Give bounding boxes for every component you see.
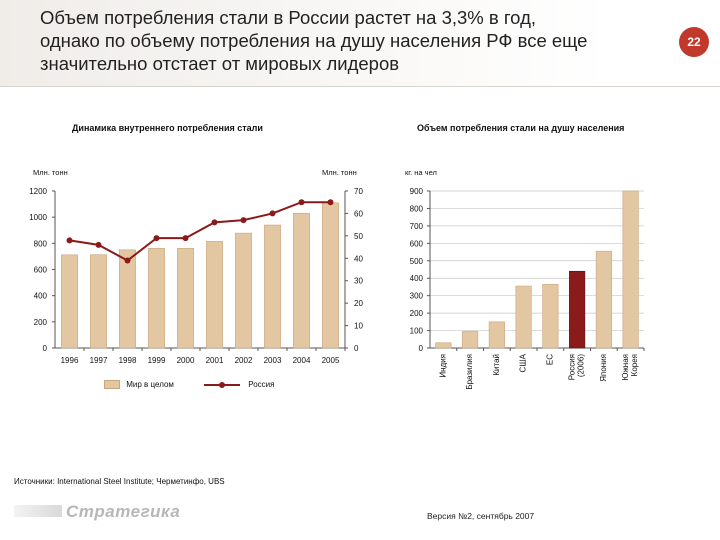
legend-russia: Россия [204,380,274,389]
left-chart-y-left-tick-label: 200 [34,318,48,327]
logo-mark [14,505,62,517]
right-chart-x-tick-label: США [519,353,528,372]
right-chart-x-tick-label: Бразилия [465,354,474,390]
world-consumption-bar [293,212,310,349]
legend-russia-label: Россия [248,380,275,390]
left-chart-y-right-label: Млн. тонн [322,168,357,177]
left-chart-y-right-tick-label: 20 [354,299,363,308]
slide-title-line-2: однако по объему потребления на душу нас… [40,30,588,51]
left-chart-title: Динамика внутреннего потребления стали [72,123,263,133]
right-chart-x-tick-label: Индия [438,354,447,378]
left-chart-y-right-tick-label: 40 [354,254,363,263]
logo-text: Стратегика [66,502,181,521]
left-chart-y-right-tick-label: 60 [354,209,363,218]
world-consumption-bar [90,254,107,349]
world-consumption-bar [119,249,136,349]
left-chart-x-tick-label: 2003 [264,356,282,365]
per-capita-bar [542,284,559,349]
per-capita-bar [435,342,452,349]
russia-consumption-line [69,201,331,262]
left-chart-y-right-tick-label: 70 [354,187,363,196]
version-note: Версия №2, сентябрь 2007 [427,511,535,521]
world-consumption-bar [264,224,281,349]
left-chart-x-tick-label: 2004 [293,356,311,365]
russia-consumption-point [327,199,334,206]
per-capita-bar [622,190,639,349]
russia-consumption-point [66,237,73,244]
per-capita-bar-highlight [569,270,586,349]
russia-consumption-point [298,199,305,206]
left-chart-x-tick-label: 1996 [61,356,79,365]
right-chart-y-tick-label: 0 [419,344,424,353]
right-chart-y-label: кг. на чел [405,168,437,177]
left-chart-y-right-tick-label: 10 [354,322,363,331]
slide-title-line-1: Объем потребления стали в России растет … [40,7,537,28]
russia-consumption-point [269,210,276,217]
per-capita-bar [462,331,479,349]
left-chart-y-left-tick-label: 1000 [29,213,47,222]
left-chart-x-tick-label: 2002 [235,356,253,365]
left-chart-y-right-tick-label: 0 [354,344,359,353]
left-chart-x-tick-label: 2000 [177,356,195,365]
world-consumption-bar [235,232,252,349]
left-chart-y-left-label: Млн. тонн [33,168,68,177]
left-chart-x-tick-label: 1998 [119,356,137,365]
company-logo: Стратегика [14,500,180,526]
right-chart-x-tick-label: Китай [492,354,501,376]
per-capita-bar [488,321,505,349]
legend-world-swatch [104,380,120,390]
world-consumption-bar [206,241,223,349]
russia-consumption-point [182,235,189,242]
left-chart-x-tick-label: 1997 [90,356,108,365]
left-chart-y-right-tick-label: 30 [354,277,363,286]
russia-consumption-point [124,257,131,264]
left-chart-x-tick-label: 1999 [148,356,166,365]
russia-consumption-point [240,217,247,224]
legend-world: Мир в целом [104,380,174,390]
slide-title-line-3: значительно отстает от мировых лидеров [40,53,400,74]
right-chart-x-tick-label: Россия(2006) [568,354,586,381]
right-chart-x-tick-label: ЮжнаяКорея [621,354,639,381]
russia-consumption-point [153,235,160,242]
left-chart-x-tick-label: 2001 [206,356,224,365]
world-consumption-bar [148,248,165,349]
page-number-badge: 22 [679,27,709,57]
left-chart-y-left-tick-label: 1200 [29,187,47,196]
per-capita-bar [515,285,532,349]
legend-world-label: Мир в целом [126,380,174,390]
right-chart-y-tick-label: 900 [410,187,424,196]
world-consumption-bar [61,254,78,349]
right-chart-x-tick-label: Япония [599,354,608,382]
left-chart-y-left-tick-label: 0 [43,344,48,353]
right-chart-title: Объем потребления стали на душу населени… [417,123,625,133]
right-chart-y-tick-label: 200 [410,309,424,318]
slide-title: Объем потребления стали в России растет … [40,6,660,75]
right-chart-y-tick-label: 700 [410,222,424,231]
right-chart-y-tick-label: 500 [410,257,424,266]
right-chart-y-tick-label: 800 [410,204,424,213]
right-chart-y-tick-label: 400 [410,274,424,283]
legend-russia-swatch [204,381,240,389]
right-chart-y-tick-label: 600 [410,239,424,248]
source-note: Источники: International Steel Institute… [14,477,225,486]
left-chart-y-left-tick-label: 400 [34,292,48,301]
left-chart-x-tick-label: 2005 [322,356,340,365]
right-chart-x-tick-label: ЕС [545,354,554,365]
left-chart-y-left-tick-label: 600 [34,266,48,275]
right-chart-y-tick-label: 100 [410,327,424,336]
left-chart-y-left-tick-label: 800 [34,239,48,248]
header-band: Объем потребления стали в России растет … [0,0,720,87]
world-consumption-bar [177,248,194,349]
left-chart-y-right-tick-label: 50 [354,232,363,241]
per-capita-bar [595,250,612,349]
russia-consumption-point [211,219,218,226]
right-chart-y-tick-label: 300 [410,292,424,301]
russia-consumption-point [95,241,102,248]
